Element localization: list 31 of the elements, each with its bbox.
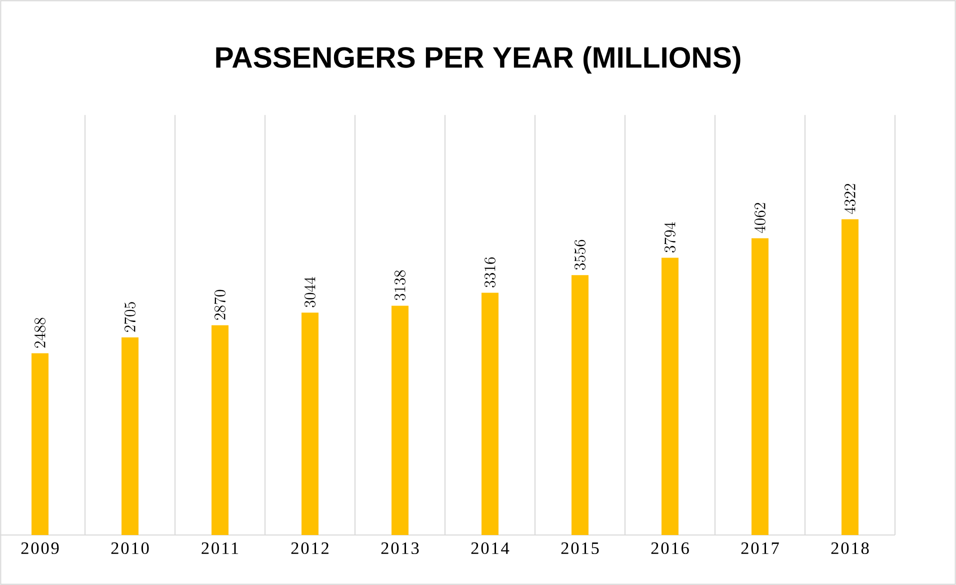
x-tick-label: 2018 <box>831 542 869 554</box>
x-tick-label: 2009 <box>21 542 59 554</box>
data-label: 3044 <box>304 277 316 308</box>
bar <box>32 353 49 535</box>
x-tick-label: 2015 <box>561 542 599 554</box>
data-label: 3794 <box>664 222 676 252</box>
x-tick-label: 2010 <box>111 542 149 554</box>
data-label: 2488 <box>34 318 46 348</box>
bar <box>662 258 679 535</box>
bar <box>392 306 409 535</box>
data-label: 3138 <box>394 270 406 300</box>
bar <box>572 275 589 535</box>
data-label: 2870 <box>214 290 226 320</box>
x-tick-label: 2012 <box>291 542 328 554</box>
chart-title: PASSENGERS PER YEAR (MILLIONS) <box>216 46 740 74</box>
bar <box>842 219 859 535</box>
data-label: 4322 <box>844 184 856 214</box>
data-label: 3316 <box>484 257 496 288</box>
data-label: 2705 <box>124 302 136 332</box>
x-tick-label: 2016 <box>651 542 689 554</box>
bar <box>302 312 319 535</box>
data-label: 3556 <box>574 240 586 270</box>
x-tick-label: 2014 <box>471 542 510 554</box>
bar <box>212 325 229 535</box>
bar <box>752 238 769 535</box>
x-tick-label: 2017 <box>741 542 779 554</box>
bar <box>122 337 139 535</box>
x-tick-label: 2011 <box>202 542 238 554</box>
data-label: 4062 <box>754 202 766 234</box>
bar <box>482 292 499 535</box>
x-tick-label: 2013 <box>381 542 419 554</box>
